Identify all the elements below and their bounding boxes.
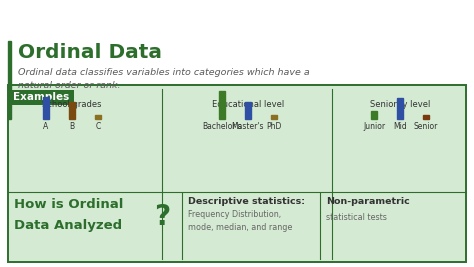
- Text: How is Ordinal: How is Ordinal: [14, 198, 123, 211]
- Text: Frequency Distribution,
mode, median, and range: Frequency Distribution, mode, median, an…: [188, 210, 292, 232]
- Text: Educational level: Educational level: [212, 100, 284, 109]
- Bar: [8, 90, 74, 105]
- Bar: [397, 98, 403, 119]
- Text: Junior: Junior: [363, 122, 385, 131]
- Bar: [43, 97, 49, 119]
- Bar: [95, 115, 101, 119]
- Text: A: A: [44, 122, 49, 131]
- Text: ?: ?: [154, 203, 170, 231]
- Text: statistical tests: statistical tests: [326, 213, 387, 222]
- Text: Data Analyzed: Data Analyzed: [14, 218, 122, 231]
- Text: Mid: Mid: [393, 122, 407, 131]
- Text: Ordinal data classifies variables into categories which have a
natural order or : Ordinal data classifies variables into c…: [18, 68, 310, 90]
- Bar: [371, 111, 377, 119]
- Text: Descriptive statistics:: Descriptive statistics:: [188, 198, 305, 206]
- Text: C: C: [95, 122, 100, 131]
- Text: Non-parametric: Non-parametric: [326, 198, 410, 206]
- Bar: [245, 102, 251, 119]
- Text: School grades: School grades: [42, 100, 102, 109]
- Bar: [8, 41, 11, 119]
- Text: Ordinal Data: Ordinal Data: [18, 42, 162, 61]
- Bar: [271, 115, 277, 119]
- Bar: [423, 115, 429, 119]
- Text: PhD: PhD: [266, 122, 282, 131]
- Text: B: B: [69, 122, 74, 131]
- Bar: [219, 91, 225, 119]
- Text: Bachelor's: Bachelor's: [202, 122, 242, 131]
- Text: Examples: Examples: [13, 92, 69, 103]
- Bar: [69, 101, 75, 119]
- Text: Senior: Senior: [414, 122, 438, 131]
- Bar: [8, 85, 466, 262]
- Text: Seniority level: Seniority level: [370, 100, 430, 109]
- Text: Master's: Master's: [232, 122, 264, 131]
